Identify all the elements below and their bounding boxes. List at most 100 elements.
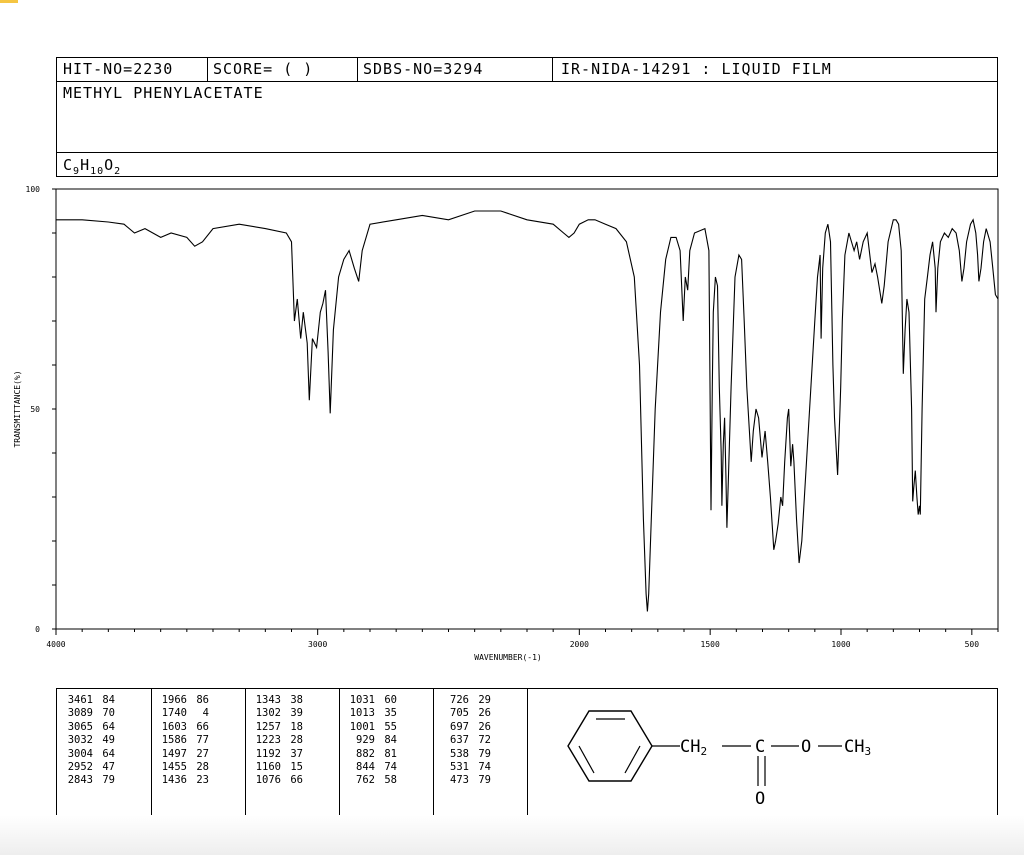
peak-wavenumber: 1013 [349,707,375,720]
peak-transmittance: 4 [202,707,209,720]
peak-row: 3089 70 [61,707,115,720]
peak-row: 705 26 [437,707,491,720]
peak-wavenumber: 1586 [161,734,187,747]
peak-row: 531 74 [437,761,491,774]
peak-wavenumber: 705 [450,707,469,720]
peak-transmittance: 28 [196,761,209,774]
peak-transmittance: 70 [102,707,115,720]
peak-wavenumber: 3089 [67,707,93,720]
hit-number: HIT-NO=2230 [63,60,174,78]
corner-mark [0,0,18,3]
molecular-formula: C9H10O2 [63,156,122,177]
peak-wavenumber: 1031 [349,694,375,706]
peak-transmittance: 55 [384,720,397,733]
peak-transmittance: 84 [384,734,397,747]
peak-wavenumber: 726 [450,694,469,706]
peak-row: 1160 15 [249,761,303,774]
peak-row: 726 29 [437,694,491,707]
peak-transmittance: 72 [478,734,491,747]
peak-row: 697 26 [437,721,491,734]
peak-wavenumber: 697 [450,720,469,733]
peak-transmittance: 74 [384,761,397,774]
y-tick-label: 50 [30,405,40,414]
peak-row: 1257 18 [249,721,303,734]
peak-column: 726 29 705 26 697 26 637 72 538 79 531 74 473 79 [437,694,491,788]
ch3-group: CH3 [844,737,871,758]
peak-row: 1436 23 [155,774,209,787]
peak-transmittance: 79 [478,774,491,787]
peak-row: 3065 64 [61,721,115,734]
peak-wavenumber: 1160 [255,761,281,774]
peak-transmittance: 81 [384,747,397,760]
peak-transmittance: 58 [384,774,397,787]
peak-transmittance: 28 [290,734,303,747]
peak-row: 3032 49 [61,734,115,747]
peak-transmittance: 77 [196,734,209,747]
peak-transmittance: 26 [478,720,491,733]
peak-transmittance: 66 [290,774,303,787]
spectrum-line [56,210,999,612]
peak-transmittance: 84 [102,694,115,706]
peak-wavenumber: 1603 [161,720,187,733]
peak-row: 2843 79 [61,774,115,787]
peak-transmittance: 47 [102,761,115,774]
peak-row: 1031 60 [343,694,397,707]
y-tick-label: 100 [26,185,41,194]
peak-row: 1223 28 [249,734,303,747]
sdbs-number: SDBS-NO=3294 [363,60,484,78]
peak-wavenumber: 882 [356,747,375,760]
peak-column: 1966 86 1740 4 1603 66 1586 77 1497 27 1455 28 1436 2… [155,694,209,788]
peak-column: 3461 84 3089 70 3065 64 3032 49 3004 64 2952 47 2843… [61,694,115,788]
peak-wavenumber: 1343 [255,694,281,706]
spectrum-header: HIT-NO=2230 SCORE= ( ) SDBS-NO=3294 IR-N… [56,57,998,177]
peak-row: 844 74 [343,761,397,774]
peak-wavenumber: 1076 [255,774,281,787]
peak-transmittance: 74 [478,761,491,774]
peak-wavenumber: 2952 [67,761,93,774]
y-tick-label: 0 [35,625,40,634]
x-axis-label: WAVENUMBER(-1) [474,653,541,662]
peak-transmittance: 29 [478,694,491,706]
peak-transmittance: 37 [290,747,303,760]
carbonyl-oxygen: O [755,789,765,809]
peak-wavenumber: 1192 [255,747,281,760]
ring-double-bond [578,745,595,774]
ch2-group: CH2 [680,737,707,758]
peak-wavenumber: 1966 [161,694,187,706]
peak-wavenumber: 2843 [67,774,93,787]
peak-row: 2952 47 [61,761,115,774]
peak-column: 1343 38 1302 39 1257 18 1223 28 1192 37 1160 15 1076… [249,694,303,788]
peak-transmittance: 27 [196,747,209,760]
x-tick-label: 1500 [701,640,720,649]
peak-transmittance: 35 [384,707,397,720]
peak-wavenumber: 1740 [161,707,187,720]
peak-wavenumber: 1455 [161,761,187,774]
peak-wavenumber: 1223 [255,734,281,747]
peak-row: 929 84 [343,734,397,747]
peak-wavenumber: 538 [450,747,469,760]
peak-row: 1966 86 [155,694,209,707]
x-tick-label: 1000 [831,640,850,649]
peak-table: 3461 84 3089 70 3065 64 3032 49 3004 64 2952 47 2843… [56,688,998,816]
x-tick-label: 4000 [46,640,65,649]
peak-transmittance: 49 [102,734,115,747]
peak-wavenumber: 1257 [255,720,281,733]
peak-row: 1013 35 [343,707,397,720]
peak-row: 882 81 [343,748,397,761]
peak-transmittance: 18 [290,720,303,733]
benzene-ring [567,710,653,782]
peak-transmittance: 26 [478,707,491,720]
bottom-fade [0,815,1024,855]
peak-transmittance: 79 [102,774,115,787]
ester-oxygen: O [801,737,811,757]
peak-row: 762 58 [343,774,397,787]
peak-row: 1603 66 [155,721,209,734]
peak-wavenumber: 3461 [67,694,93,706]
compound-name: METHYL PHENYLACETATE [63,84,264,102]
peak-transmittance: 64 [102,720,115,733]
ring-double-bond [624,745,641,774]
peak-row: 1302 39 [249,707,303,720]
peak-transmittance: 23 [196,774,209,787]
peak-row: 3461 84 [61,694,115,707]
peak-transmittance: 39 [290,707,303,720]
